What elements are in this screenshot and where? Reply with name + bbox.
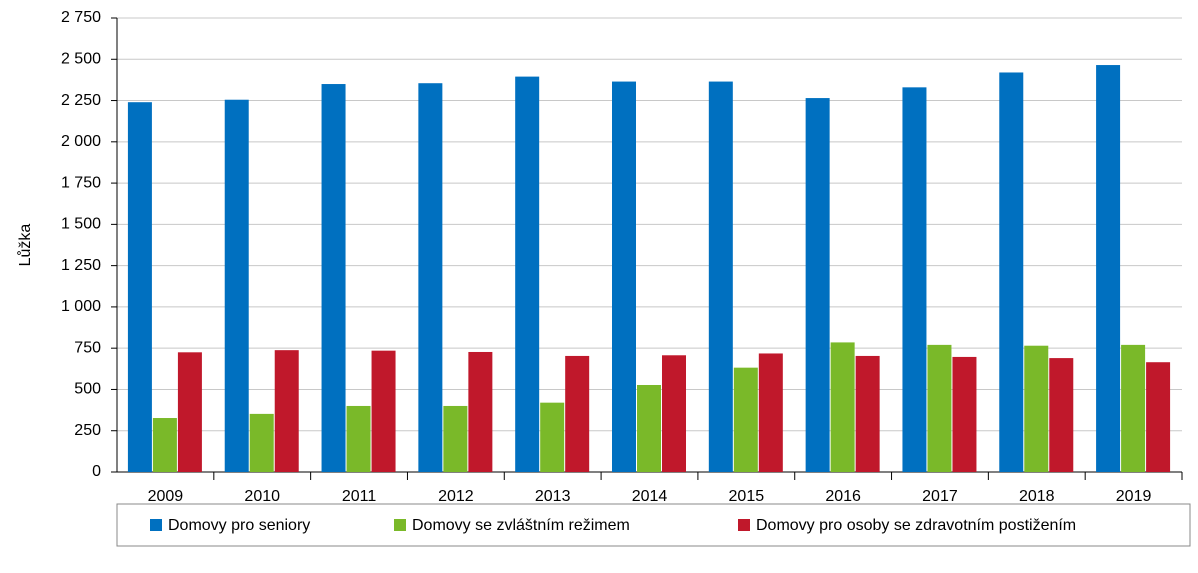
x-tick-label: 2014: [632, 488, 668, 505]
bar: [830, 342, 855, 472]
bar: [515, 76, 540, 472]
bar: [612, 81, 636, 472]
y-tick-label: 750: [74, 339, 101, 356]
legend-swatch: [150, 519, 162, 531]
bar: [662, 355, 686, 472]
y-tick-label: 1 250: [61, 257, 101, 274]
y-tick-label: 1 000: [61, 298, 101, 315]
x-tick-label: 2012: [438, 488, 474, 505]
bar: [855, 355, 880, 472]
y-axis-label: Lůžka: [16, 224, 34, 267]
bar: [346, 405, 371, 472]
bar: [371, 350, 396, 472]
y-tick-label: 2 000: [61, 133, 101, 150]
bar: [708, 81, 733, 472]
bar: [758, 353, 783, 472]
legend-swatch: [394, 519, 406, 531]
y-tick-label: 2 500: [61, 50, 101, 67]
legend-swatch: [738, 519, 750, 531]
bar: [177, 352, 202, 472]
bar: [127, 102, 152, 473]
x-tick-label: 2010: [244, 488, 280, 505]
y-tick-label: 1 500: [61, 216, 101, 233]
legend-label: Domovy se zvláštním režimem: [412, 517, 630, 534]
x-tick-label: 2011: [342, 488, 377, 505]
bar: [1024, 345, 1049, 472]
x-tick-label: 2019: [1116, 488, 1152, 505]
x-tick-label: 2016: [825, 488, 861, 505]
x-tick-label: 2013: [535, 488, 571, 505]
x-tick-label: 2015: [729, 488, 765, 505]
y-tick-label: 1 750: [61, 174, 101, 191]
bar: [249, 413, 274, 472]
y-tick-label: 0: [92, 463, 101, 480]
bar: [1146, 362, 1171, 472]
bar: [1121, 344, 1146, 472]
bar: [152, 418, 177, 472]
legend-box: [116, 503, 1191, 547]
legend-label: Domovy pro seniory: [168, 517, 310, 534]
bar: [565, 355, 590, 472]
bar: [1096, 65, 1121, 473]
y-tick-label: 250: [74, 422, 101, 439]
bar: [540, 402, 565, 472]
bar: [321, 84, 346, 472]
bar: [733, 367, 758, 472]
bar: [902, 87, 927, 472]
bar: [224, 99, 249, 472]
x-tick-label: 2009: [148, 488, 184, 505]
bar: [805, 98, 830, 472]
bar: [927, 344, 952, 472]
y-tick-label: 2 250: [61, 92, 101, 109]
bar: [1049, 358, 1074, 472]
x-tick-label: 2018: [1019, 488, 1055, 505]
bar: [952, 356, 977, 472]
y-tick-label: 500: [74, 381, 101, 398]
x-tick-label: 2017: [922, 488, 958, 505]
bar: [418, 83, 443, 472]
bar: [443, 405, 468, 472]
bar: [999, 72, 1024, 472]
bar: [637, 384, 661, 472]
y-tick-label: 2 750: [61, 9, 101, 26]
legend-label: Domovy pro osoby se zdravotním postižení…: [756, 517, 1076, 534]
bar: [274, 350, 299, 472]
bar: [468, 351, 493, 472]
